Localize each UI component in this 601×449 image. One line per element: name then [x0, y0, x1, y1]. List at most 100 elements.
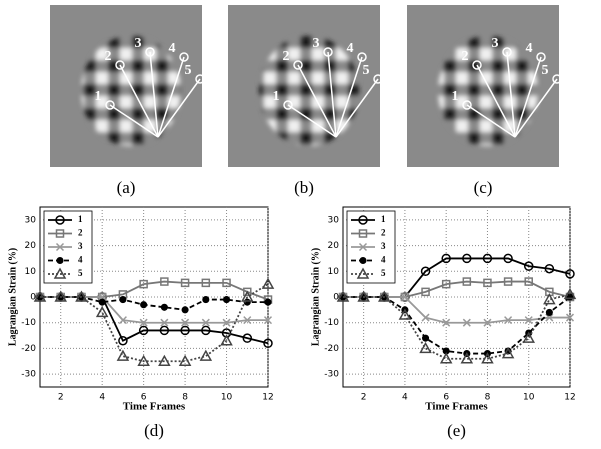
point — [98, 298, 106, 306]
legend-label: 2 — [381, 228, 386, 238]
point — [522, 331, 536, 343]
point — [181, 318, 190, 327]
x-tick-label: 2 — [361, 393, 367, 403]
marker-label: 5 — [363, 63, 370, 78]
point — [263, 316, 273, 325]
marker-label: 3 — [313, 36, 320, 51]
y-tick-label: 30 — [25, 215, 37, 225]
marker-label: 5 — [185, 63, 192, 78]
point — [358, 215, 368, 225]
point — [118, 335, 128, 346]
marker-label: 2 — [105, 49, 112, 64]
point — [33, 290, 47, 302]
marker-symbol — [145, 47, 155, 57]
marker-label: 3 — [492, 36, 499, 51]
point — [421, 313, 430, 322]
legend-label: 3 — [78, 241, 83, 251]
point — [377, 290, 391, 302]
point — [565, 313, 575, 322]
ray — [327, 51, 337, 138]
point — [158, 354, 171, 367]
marker-symbol — [552, 74, 562, 84]
ray — [157, 56, 185, 138]
y-tick-label: 20 — [328, 241, 340, 251]
point — [462, 253, 472, 264]
point — [359, 256, 367, 265]
marker-symbol — [373, 74, 383, 84]
marker-symbol — [323, 47, 333, 57]
ray — [157, 78, 201, 138]
point — [220, 334, 233, 346]
marker-label: 4 — [526, 41, 533, 56]
marker-symbol — [179, 52, 189, 62]
ray — [109, 104, 159, 138]
y-tick-label: 10 — [25, 267, 37, 277]
point — [263, 338, 273, 349]
y-tick-label: -20 — [21, 344, 36, 354]
y-tick-label: 10 — [328, 267, 340, 277]
point — [545, 308, 553, 316]
ray — [514, 78, 558, 138]
point — [119, 296, 127, 304]
point — [439, 352, 453, 364]
y-tick-label: 0 — [30, 293, 36, 303]
y-axis-label: Lagrangian Strain (%) — [310, 248, 321, 346]
marker-label: 1 — [452, 89, 459, 104]
point — [441, 253, 451, 264]
point — [54, 290, 68, 302]
point — [201, 325, 211, 336]
point — [137, 354, 150, 367]
point — [563, 287, 577, 300]
x-tick-label: 10 — [523, 393, 535, 403]
point — [75, 290, 88, 302]
point — [358, 242, 368, 252]
x-tick-label: 8 — [485, 393, 491, 403]
y-tick-label: 0 — [333, 293, 339, 303]
point — [481, 352, 494, 364]
marker-label: 2 — [462, 49, 469, 64]
point — [181, 306, 189, 314]
point — [543, 293, 556, 305]
legend-label: 4 — [78, 255, 83, 265]
ray — [476, 64, 516, 138]
marker-label: 3 — [135, 36, 142, 51]
point — [95, 305, 109, 318]
point — [222, 318, 231, 327]
point — [264, 298, 272, 306]
y-tick-label: -30 — [21, 370, 36, 380]
point — [159, 325, 170, 336]
x-axis-label: Time Frames — [123, 401, 186, 413]
point — [222, 278, 231, 288]
ray — [119, 64, 159, 138]
point — [222, 296, 231, 304]
point — [201, 278, 211, 288]
point — [483, 278, 492, 288]
point — [160, 277, 169, 286]
point — [460, 352, 474, 364]
point — [398, 308, 412, 320]
panel-label: (e) — [447, 421, 466, 440]
series-line — [343, 296, 571, 355]
point — [503, 277, 513, 286]
point — [55, 215, 65, 225]
marker-label: 4 — [169, 41, 176, 56]
point — [482, 253, 493, 264]
point — [357, 290, 370, 302]
ray — [466, 104, 516, 138]
marker-symbol — [472, 60, 482, 70]
point — [462, 318, 471, 327]
ray — [506, 51, 516, 138]
point — [55, 242, 65, 252]
marker-symbol — [283, 100, 293, 110]
point — [356, 267, 370, 279]
marker-symbol — [536, 52, 546, 62]
x-tick-label: 6 — [443, 393, 449, 403]
point — [178, 354, 192, 367]
point — [202, 296, 210, 304]
point — [139, 279, 148, 289]
point — [421, 287, 430, 297]
point — [201, 318, 210, 327]
point — [199, 349, 213, 361]
legend-label: 2 — [78, 228, 83, 238]
marker-symbol — [195, 74, 205, 84]
